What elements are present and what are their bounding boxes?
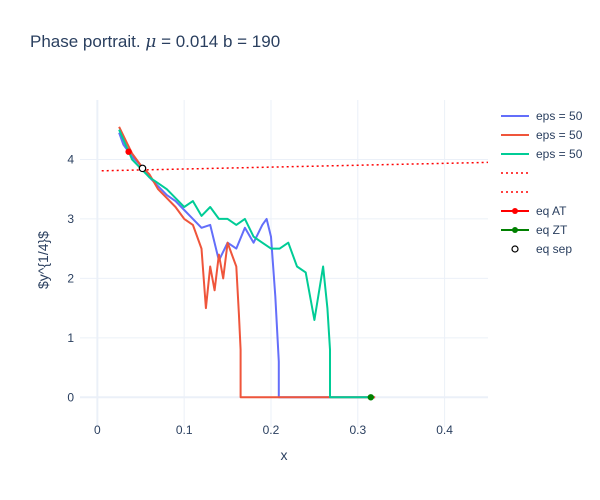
x-axis-label: x: [281, 447, 288, 463]
x-tick-label: 0.3: [349, 423, 366, 437]
y-tick-label: 2: [67, 271, 74, 285]
chart-title: Phase portrait. μ = 0.014 b = 190: [30, 32, 280, 52]
x-tick-label: 0.1: [176, 423, 193, 437]
series-layer: [101, 126, 488, 401]
y-tick-label: 0: [67, 390, 74, 404]
mu-symbol: μ: [145, 32, 157, 52]
separatrix-point: [138, 164, 147, 173]
chart-title-prefix: Phase portrait.: [30, 32, 146, 51]
legend-label: eq AT: [536, 204, 567, 218]
series-line: [118, 132, 376, 399]
y-tick-label: 4: [67, 152, 74, 166]
legend: eps = 50 eps = 50 eps = 50 eq AT eq ZT eq sep: [501, 109, 583, 256]
y-tick-label: 3: [67, 212, 74, 226]
y-axis-label: $y^{1/4}$: [35, 231, 51, 289]
legend-label: eps = 50: [536, 128, 583, 142]
legend-item: eq AT: [501, 204, 567, 218]
chart-title-suffix: = 0.014 b = 190: [156, 32, 281, 51]
grid: [80, 100, 488, 427]
series-line: [118, 129, 371, 399]
y-tick-label: 1: [67, 331, 74, 345]
legend-marker: [512, 208, 518, 214]
x-tick-label: 0: [94, 423, 101, 437]
legend-item: eq sep: [511, 242, 572, 256]
legend-label: eps = 50: [536, 109, 583, 123]
legend-item: eq ZT: [501, 223, 568, 237]
dotted-line: [101, 161, 488, 172]
legend-label: eq sep: [536, 242, 572, 256]
y-axis-ticks: 0 1 2 3 4: [67, 152, 74, 404]
equilibrium-point: [125, 148, 132, 155]
legend-label: eq ZT: [536, 223, 568, 237]
legend-item: eps = 50: [501, 128, 583, 142]
x-tick-label: 0.2: [263, 423, 280, 437]
legend-marker: [511, 245, 519, 253]
legend-label: eps = 50: [536, 147, 583, 161]
x-tick-label: 0.4: [436, 423, 453, 437]
legend-item: eps = 50: [501, 147, 583, 161]
x-axis-ticks: 0 0.1 0.2 0.3 0.4: [94, 423, 453, 437]
legend-item: eps = 50: [501, 109, 583, 123]
legend-marker: [512, 227, 518, 233]
equilibrium-point: [367, 394, 375, 401]
